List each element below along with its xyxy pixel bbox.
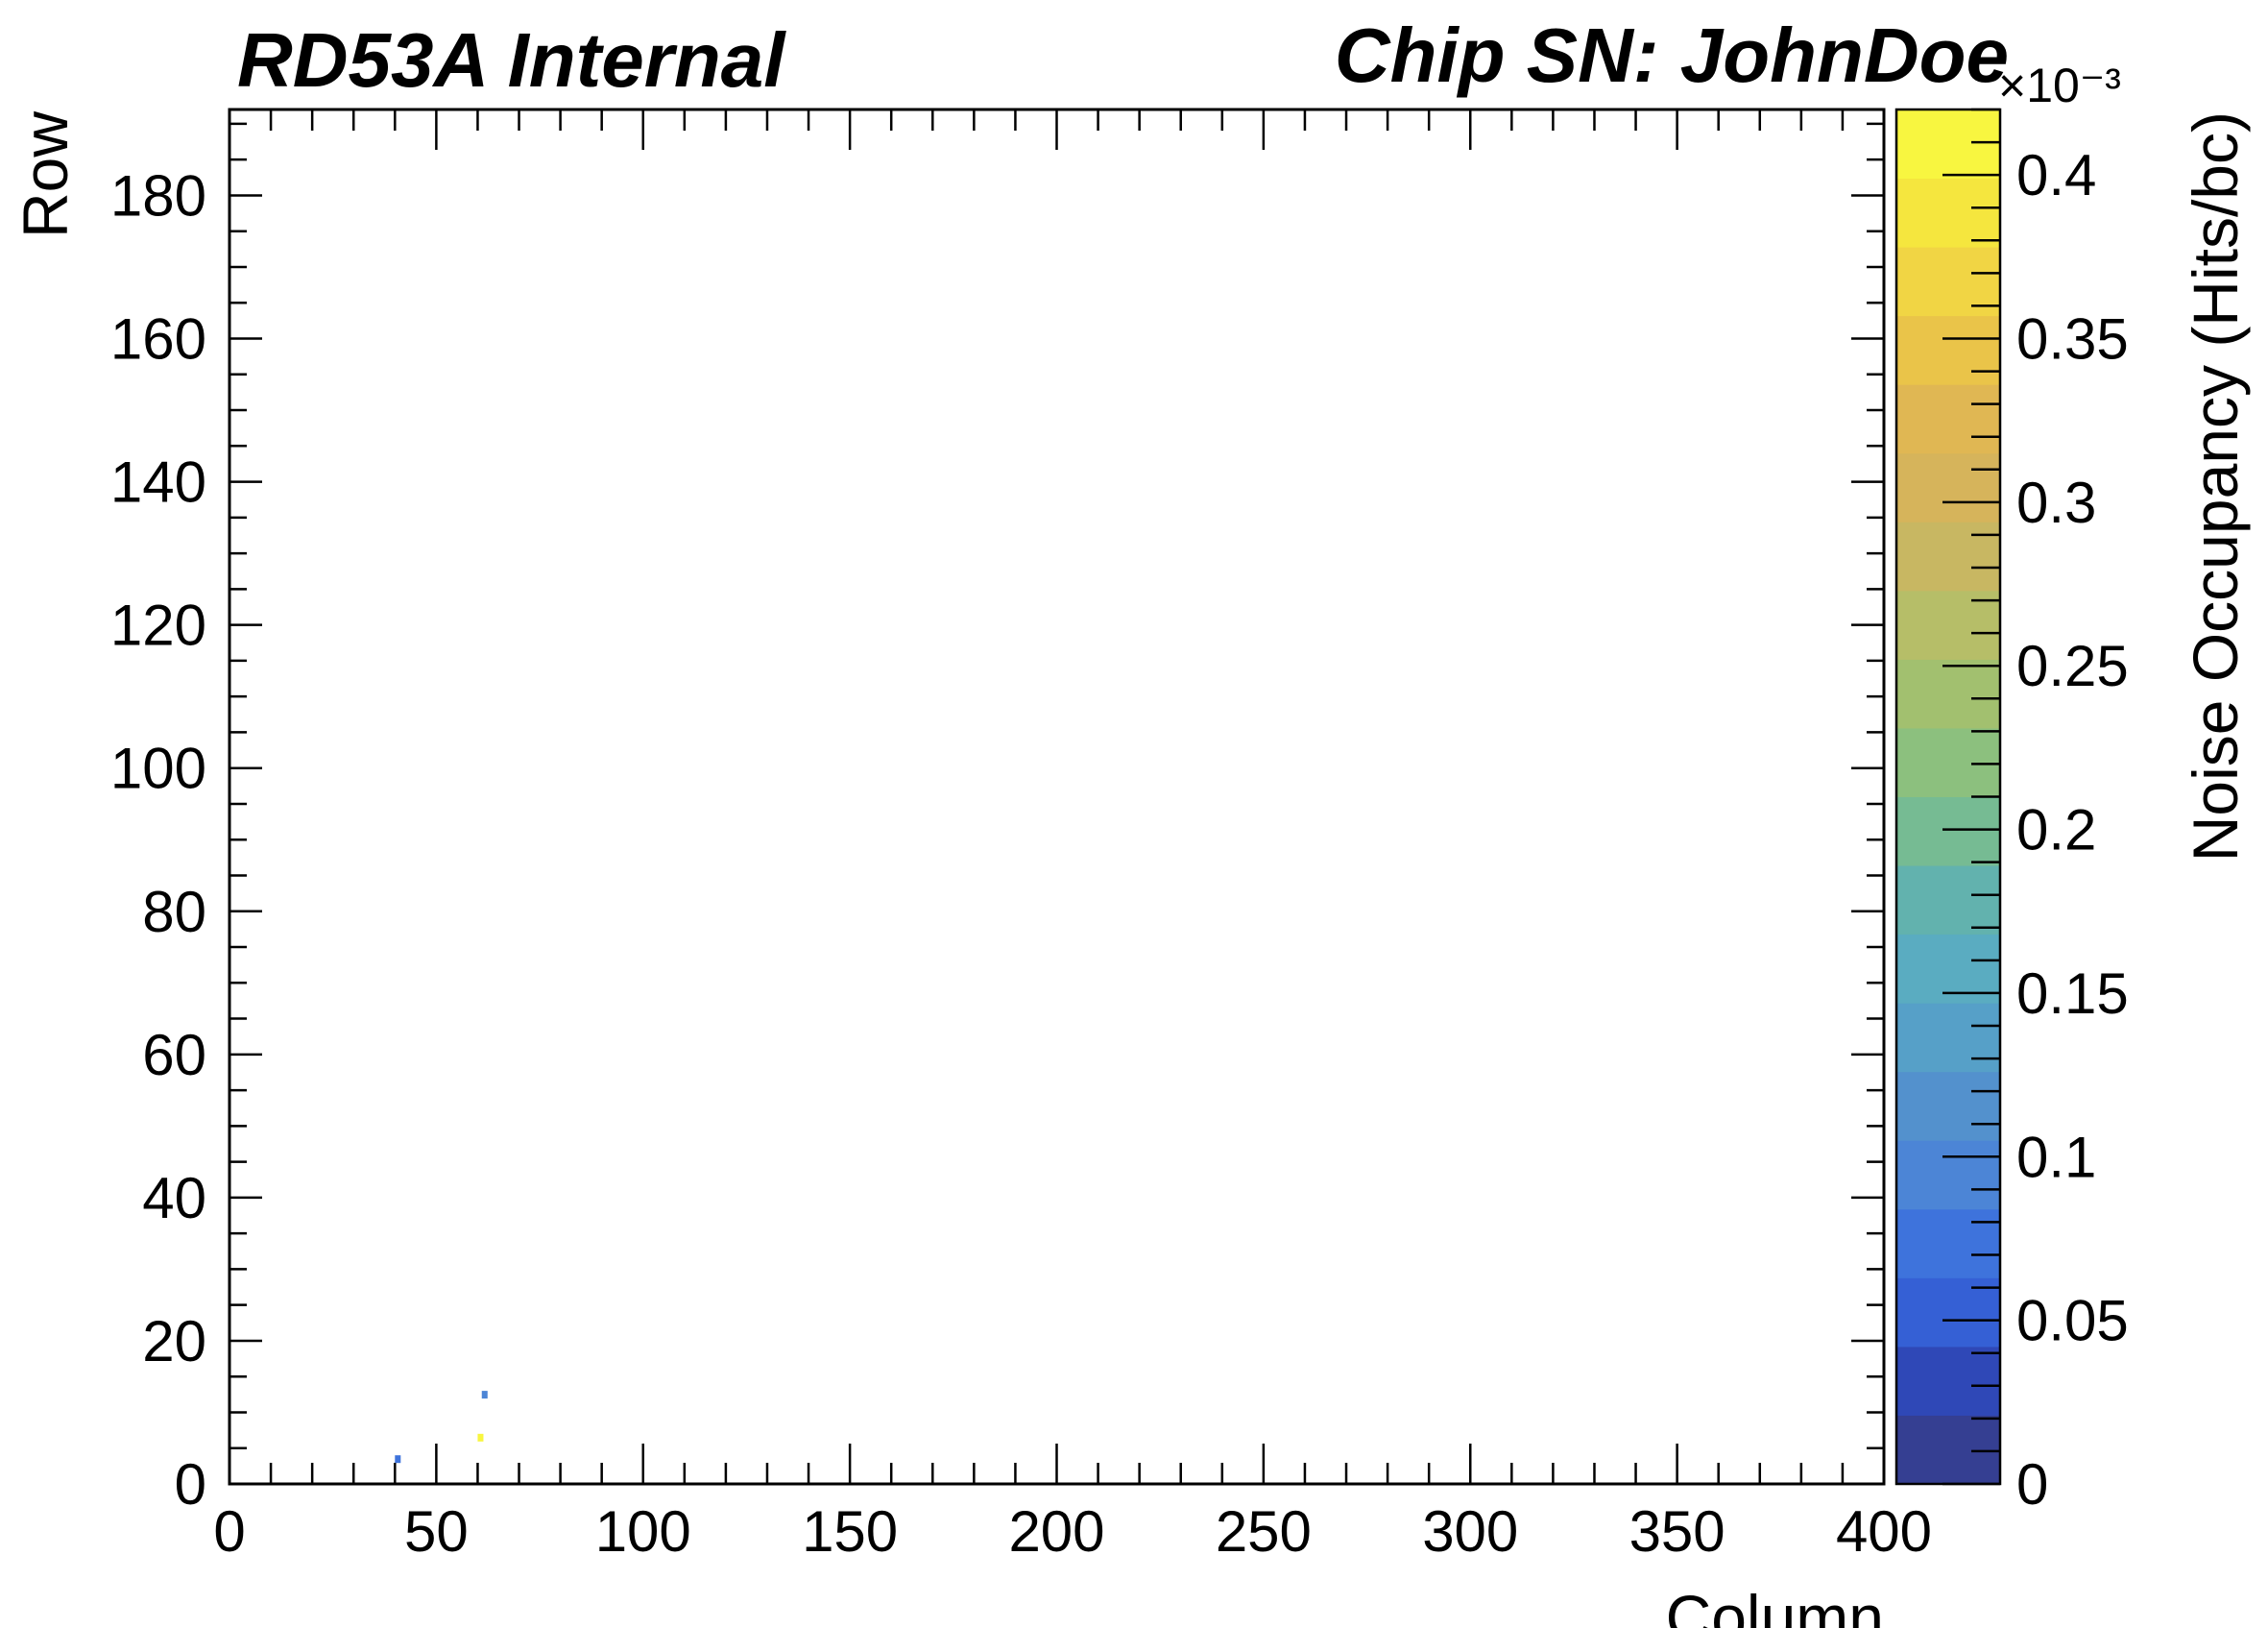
colorbar-segment [1896,1277,2000,1348]
plot-area [228,108,1886,1486]
x-tick-label: 300 [1422,1499,1518,1564]
y-tick-label: 140 [110,450,206,515]
y-axis-title: Row [10,111,81,238]
colorbar-segment [1896,315,2000,385]
colorbar-segment [1896,384,2000,454]
colorbar-segment [1896,796,2000,866]
x-tick-label: 50 [404,1499,469,1564]
colorbar-segment [1896,452,2000,522]
header-left-label: RD53A Internal [237,17,786,103]
z-tick-label: 0.2 [2016,798,2096,863]
colorbar-segment [1896,522,2000,592]
y-tick-label: 100 [110,737,206,801]
y-tick-label: 120 [110,594,206,658]
x-axis: 0 50 100 150 200 250 300 350 400 [213,109,1932,1564]
colorbar-segment [1896,727,2000,797]
z-tick-label: 0 [2016,1452,2048,1517]
x-tick-label: 200 [1008,1499,1104,1564]
y-tick-label: 0 [175,1452,206,1517]
x-tick-label: 250 [1216,1499,1312,1564]
colorbar-exponent-label: ×10⁻³ [1998,59,2121,112]
heatmap-cell-1 [481,1391,488,1399]
x-tick-label: 350 [1629,1499,1725,1564]
y-tick-label: 180 [110,163,206,228]
colorbar-segment [1896,1415,2000,1485]
colorbar-segment [1896,109,2000,180]
x-axis-title: Column [1666,1582,1884,1628]
y-tick-label: 20 [142,1309,206,1373]
colorbar-segment [1896,1208,2000,1278]
z-tick-label: 0.15 [2016,961,2129,1026]
plot-frame [228,108,1886,1486]
z-tick-label: 0.35 [2016,307,2129,372]
y-tick-label: 160 [110,307,206,372]
y-tick-label: 40 [142,1166,206,1230]
colorbar-segment [1896,178,2000,248]
x-tick-label: 400 [1836,1499,1932,1564]
colorbar-segment [1896,659,2000,729]
colorbar-segment [1896,590,2000,660]
colorbar-segment [1896,1071,2000,1141]
heatmap-cell-2 [477,1433,484,1442]
z-tick-label: 0.25 [2016,634,2129,698]
z-tick-label: 0.1 [2016,1125,2096,1189]
colorbar-segment [1896,247,2000,317]
colorbar-segment [1896,1346,2000,1416]
colorbar: 0 0.05 0.1 0.15 0.2 0.25 0.3 0.35 0.4 [1894,108,2129,1517]
y-axis: 0 20 40 60 80 100 120 140 160 180 [110,122,1884,1517]
colorbar-title: Noise Occupancy (Hits/bc) [2180,111,2251,862]
y-tick-label: 80 [142,880,206,944]
header-right-label: Chip SN: JohnDoe [1335,12,2009,98]
heatmap-cells [395,1391,488,1464]
colorbar-segment [1896,934,2000,1004]
x-tick-label: 150 [802,1499,898,1564]
heatmap-cell-0 [395,1455,401,1464]
z-tick-label: 0.4 [2016,143,2096,207]
colorbar-segment [1896,1003,2000,1073]
y-tick-label: 60 [142,1023,206,1087]
z-tick-label: 0.3 [2016,471,2096,535]
x-tick-label: 0 [213,1499,245,1564]
colorbar-segment [1896,865,2000,935]
colorbar-segment [1896,1140,2000,1210]
x-tick-label: 100 [595,1499,691,1564]
z-tick-label: 0.05 [2016,1289,2129,1353]
